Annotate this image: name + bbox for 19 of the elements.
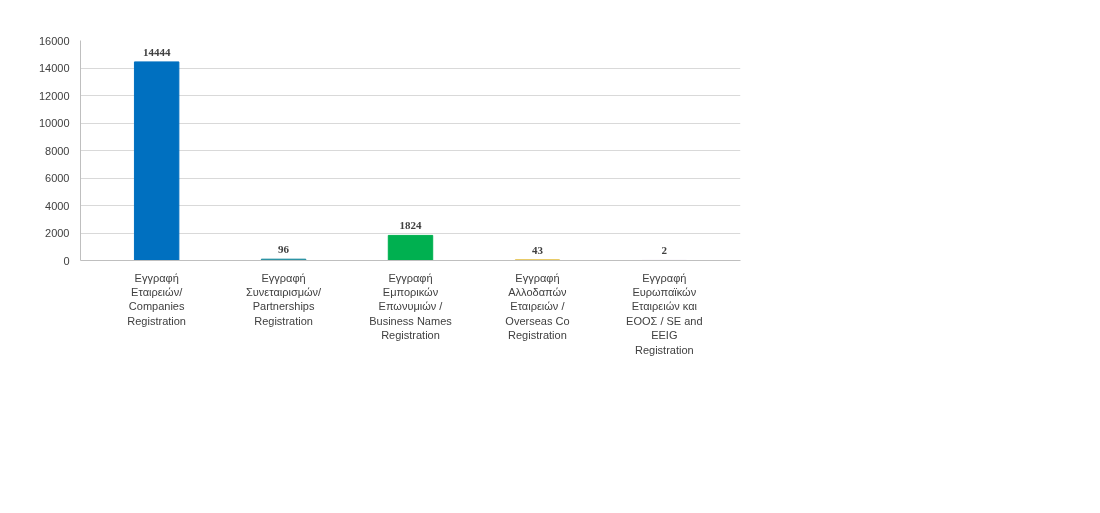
data-label: 2 — [661, 244, 668, 257]
x-tick-label: Εγγραφή Ευρωπαϊκών Εταιρειών και ΕΟΟΣ / SE and EEIG Registration — [626, 271, 703, 356]
y-tick-label: 8000 — [45, 144, 70, 157]
x-tick-label: Εγγραφή Εταιρειών/ Companies Registration — [127, 271, 187, 327]
x-tick-label: Εγγραφή Εμπορικών Επωνυμιών / Business Names Registration — [369, 271, 453, 342]
x-tick-label: Εγγραφή Συνεταιρισμών/ Partnerships Registration — [245, 271, 323, 327]
y-tick-label: 4000 — [45, 199, 70, 212]
data-label: 14444 — [142, 45, 171, 58]
data-label: 43 — [531, 243, 544, 256]
y-tick-label: 16000 — [38, 34, 70, 47]
y-tick-label: 12000 — [38, 89, 70, 102]
x-tick-label: Εγγραφή Αλλοδαπών Εταιρειών / Overseas Co Registration — [505, 271, 570, 342]
y-tick-label: 0 — [63, 254, 70, 267]
data-label: 96 — [278, 243, 290, 256]
y-tick-label: 14000 — [38, 62, 70, 74]
y-tick-label: 10000 — [38, 117, 70, 129]
data-label: 1824 — [399, 219, 422, 232]
y-tick-label: 6000 — [45, 172, 70, 184]
y-tick-label: 2000 — [45, 227, 70, 239]
